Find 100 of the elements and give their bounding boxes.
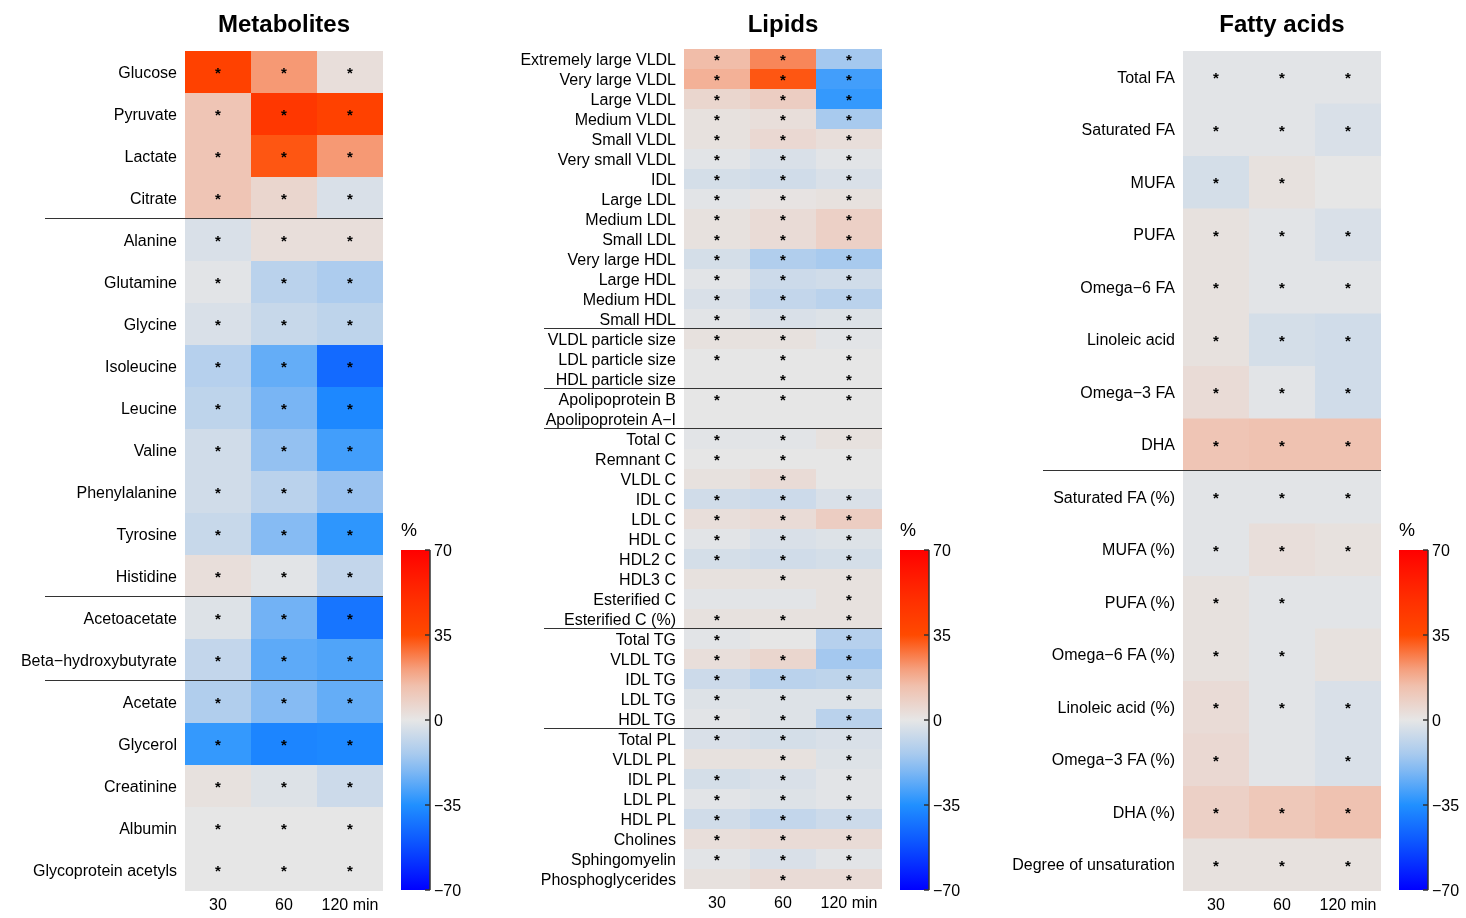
data-label: *: [714, 811, 721, 828]
data-label: *: [215, 652, 222, 669]
y-tick-label: IDL C: [635, 490, 676, 508]
data-label: *: [347, 148, 354, 165]
data-label: *: [846, 231, 853, 248]
data-label: *: [281, 526, 288, 543]
y-tick-label: Phenylalanine: [76, 483, 178, 501]
data-label: *: [846, 451, 853, 468]
data-label: *: [281, 694, 288, 711]
data-label: *: [347, 610, 354, 627]
data-label: *: [780, 771, 787, 788]
y-tick-label: VLDL C: [620, 470, 676, 488]
data-label: *: [846, 631, 853, 648]
data-label: *: [714, 551, 721, 568]
data-label: *: [846, 851, 853, 868]
data-label: *: [1213, 699, 1220, 717]
color-bar-label: −35: [933, 797, 961, 814]
x-tick-label: 60: [275, 896, 293, 914]
data-label: *: [714, 131, 721, 148]
data-label: *: [780, 351, 787, 368]
data-label: *: [215, 778, 222, 795]
color-bar-label: 0: [933, 712, 942, 729]
y-tick-label: Isoleucine: [104, 357, 178, 375]
data-label: *: [714, 731, 721, 748]
data-label: *: [714, 331, 721, 348]
data-label: *: [780, 171, 787, 188]
data-label: *: [1345, 279, 1352, 297]
y-tick-label: Medium VLDL: [574, 110, 677, 128]
y-tick-label: Small HDL: [599, 310, 677, 328]
color-bar-label: 35: [1432, 627, 1450, 644]
data-label: *: [347, 316, 354, 333]
data-label: *: [281, 316, 288, 333]
data-label: *: [347, 820, 354, 837]
data-label: *: [1279, 384, 1286, 402]
data-label: *: [714, 851, 721, 868]
data-label: *: [846, 91, 853, 108]
data-label: *: [846, 191, 853, 208]
y-tick-label: VLDL TG: [610, 650, 676, 668]
y-tick-label: Sphingomyelin: [571, 850, 676, 868]
data-label: *: [1213, 436, 1220, 454]
data-label: *: [215, 316, 222, 333]
data-label: *: [281, 106, 288, 123]
y-tick-label: Creatinine: [104, 777, 178, 795]
data-label: *: [281, 274, 288, 291]
data-label: *: [714, 711, 721, 728]
data-label: *: [714, 651, 721, 668]
data-label: *: [714, 531, 721, 548]
data-label: *: [714, 491, 721, 508]
data-label: *: [1213, 489, 1220, 507]
data-label: *: [846, 671, 853, 688]
data-label: *: [780, 611, 787, 628]
data-label: *: [780, 431, 787, 448]
y-tick-label: Glycine: [123, 315, 178, 333]
data-label: *: [714, 391, 721, 408]
y-tick-label: Glycoprotein acetyls: [32, 861, 177, 879]
data-label: *: [846, 691, 853, 708]
data-label: *: [846, 251, 853, 268]
data-label: *: [780, 731, 787, 748]
data-label: *: [215, 694, 222, 711]
x-tick-label: 30: [708, 894, 726, 912]
data-label: *: [1213, 174, 1220, 192]
data-label: *: [281, 64, 288, 81]
data-label: *: [780, 271, 787, 288]
data-label: *: [1345, 856, 1352, 874]
data-label: *: [347, 736, 354, 753]
data-label: *: [846, 371, 853, 388]
data-label: *: [281, 400, 288, 417]
data-label: *: [215, 610, 222, 627]
y-tick-label: IDL TG: [625, 670, 676, 688]
data-label: *: [281, 148, 288, 165]
data-label: *: [1345, 121, 1352, 139]
y-tick-label: PUFA: [1133, 226, 1176, 244]
data-label: *: [780, 571, 787, 588]
color-bar-label: −70: [1432, 882, 1460, 899]
y-tick-label: Acetoacetate: [83, 609, 178, 627]
y-tick-label: Large VLDL: [590, 90, 677, 108]
data-label: *: [846, 731, 853, 748]
data-label: *: [1213, 331, 1220, 349]
data-label: *: [215, 820, 222, 837]
color-bar-title: %: [401, 520, 418, 540]
data-label: *: [714, 111, 721, 128]
data-label: *: [846, 611, 853, 628]
data-label: *: [714, 151, 721, 168]
data-label: *: [1279, 226, 1286, 244]
data-label: *: [1279, 541, 1286, 559]
data-label: *: [846, 171, 853, 188]
data-label: *: [846, 831, 853, 848]
data-label: *: [281, 610, 288, 627]
data-label: *: [215, 526, 222, 543]
data-label: *: [780, 671, 787, 688]
y-tick-label: Very small VLDL: [557, 150, 677, 168]
data-label: *: [714, 351, 721, 368]
y-tick-label: Remnant C: [595, 450, 676, 468]
data-label: *: [780, 691, 787, 708]
color-bar-label: −35: [434, 797, 462, 814]
data-label: *: [347, 778, 354, 795]
y-tick-label: Saturated FA: [1081, 121, 1176, 139]
y-tick-label: LDL TG: [620, 690, 676, 708]
y-tick-label: Esterified C (%): [563, 610, 676, 628]
data-label: *: [347, 862, 354, 879]
